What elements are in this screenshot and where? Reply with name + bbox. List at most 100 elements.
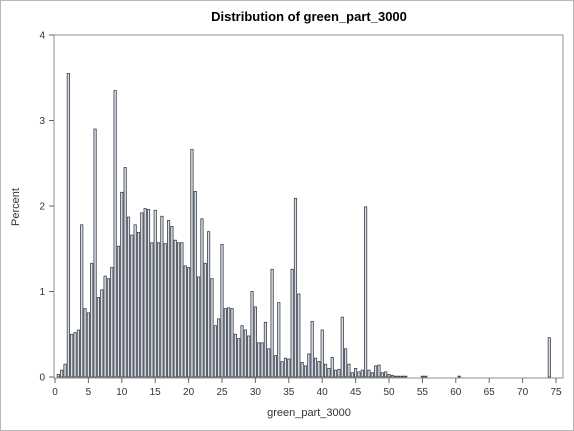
histogram-bar xyxy=(120,191,124,378)
histogram-bar xyxy=(380,372,384,378)
histogram-bar xyxy=(160,215,164,378)
histogram-bar xyxy=(370,372,374,378)
histogram-bar xyxy=(424,375,428,378)
histogram-bar xyxy=(83,308,87,378)
histogram-bar xyxy=(297,293,301,378)
histogram-bar xyxy=(333,369,338,378)
histogram-bar xyxy=(233,333,237,378)
histogram-bar xyxy=(247,335,251,378)
x-axis-label: green_part_3000 xyxy=(267,407,351,419)
y-tick-label: 3 xyxy=(39,116,45,127)
histogram-bar xyxy=(457,375,461,378)
histogram-bar xyxy=(213,325,217,378)
histogram-bar xyxy=(240,325,244,378)
histogram-bar xyxy=(103,275,107,378)
histogram-bar xyxy=(140,212,144,378)
x-tick-label: 60 xyxy=(450,387,462,398)
x-tick-label: 45 xyxy=(350,387,362,398)
histogram-bar xyxy=(300,362,304,378)
histogram-bar xyxy=(340,316,344,378)
histogram-bar xyxy=(290,268,294,378)
y-tick-label: 4 xyxy=(39,31,45,42)
histogram-bar xyxy=(93,128,97,378)
histogram-bar xyxy=(327,368,331,378)
x-tick-label: 5 xyxy=(86,387,92,398)
histogram-bar xyxy=(153,209,157,378)
y-tick-label: 1 xyxy=(39,287,45,298)
histogram-bar xyxy=(173,239,177,378)
histogram-bar xyxy=(106,278,111,378)
histogram-bar xyxy=(76,329,80,378)
histogram-bar xyxy=(404,375,408,378)
histogram-bar xyxy=(283,357,288,378)
histogram-bar xyxy=(207,231,211,378)
histogram-bar xyxy=(237,338,241,378)
histogram-bar xyxy=(166,220,171,378)
x-tick-label: 65 xyxy=(484,387,496,398)
histogram-bar xyxy=(354,368,358,378)
histogram-bar xyxy=(156,242,161,378)
histogram-bar xyxy=(320,329,324,378)
histogram-bar xyxy=(220,244,224,378)
histogram-bar xyxy=(56,374,60,378)
histogram-bar xyxy=(146,209,151,378)
histogram-bar xyxy=(357,371,361,378)
y-axis-label: Percent xyxy=(10,188,22,226)
histogram-bars xyxy=(56,73,551,378)
x-tick-label: 0 xyxy=(52,387,58,398)
histogram-bar xyxy=(367,369,371,378)
histogram-bar xyxy=(547,337,551,378)
histogram-bar xyxy=(203,262,207,378)
histogram-bar xyxy=(133,224,137,378)
histogram-bar xyxy=(210,278,214,378)
y-tick-label: 0 xyxy=(39,373,45,384)
histogram-bar xyxy=(394,375,398,378)
histogram-bar xyxy=(227,307,231,378)
x-tick-label: 40 xyxy=(317,387,329,398)
histogram-bar xyxy=(150,242,154,378)
histogram-bar xyxy=(230,308,234,378)
histogram-bar xyxy=(113,90,117,378)
histogram-bar xyxy=(180,242,184,378)
x-tick-label: 10 xyxy=(116,387,128,398)
histogram-bar xyxy=(96,297,100,378)
histogram-bar xyxy=(177,242,181,378)
histogram-bar xyxy=(420,375,424,378)
histogram-bar xyxy=(390,374,394,378)
histogram-bar xyxy=(253,306,257,378)
histogram-bar xyxy=(317,361,321,378)
histogram-bar xyxy=(80,224,84,378)
histogram-bar xyxy=(347,363,351,378)
x-tick-label: 20 xyxy=(183,387,195,398)
histogram-bar xyxy=(293,197,298,378)
histogram-bar xyxy=(170,226,174,378)
histogram-bar xyxy=(364,206,368,378)
x-axis: 0 5 10 15 20 25 30 35 40 45 50 55 60 65 70 75 xyxy=(52,378,562,398)
chart-title: Distribution of green_part_3000 xyxy=(211,9,407,24)
histogram-bar xyxy=(337,368,341,378)
x-tick-label: 55 xyxy=(417,387,429,398)
histogram-bar xyxy=(344,348,348,378)
x-tick-label: 35 xyxy=(283,387,295,398)
histogram-bar xyxy=(384,371,388,378)
histogram-bar xyxy=(374,365,378,378)
histogram-bar xyxy=(270,268,274,378)
x-tick-label: 75 xyxy=(550,387,562,398)
x-tick-label: 30 xyxy=(250,387,262,398)
x-tick-label: 50 xyxy=(383,387,395,398)
histogram-bar xyxy=(377,364,381,378)
histogram-bar xyxy=(130,234,134,378)
histogram-bar xyxy=(277,302,281,378)
histogram-bar xyxy=(360,369,364,378)
histogram-bar xyxy=(250,291,254,378)
histogram-bar xyxy=(90,262,94,378)
histogram-bar xyxy=(257,342,261,378)
histogram-bar xyxy=(123,167,127,378)
histogram-bar xyxy=(200,218,204,378)
histogram-bar xyxy=(60,369,64,378)
histogram-bar xyxy=(307,353,311,378)
x-tick-label: 25 xyxy=(216,387,228,398)
histogram-bar xyxy=(387,374,391,378)
y-tick-label: 2 xyxy=(39,202,45,213)
histogram-bar xyxy=(163,243,167,378)
